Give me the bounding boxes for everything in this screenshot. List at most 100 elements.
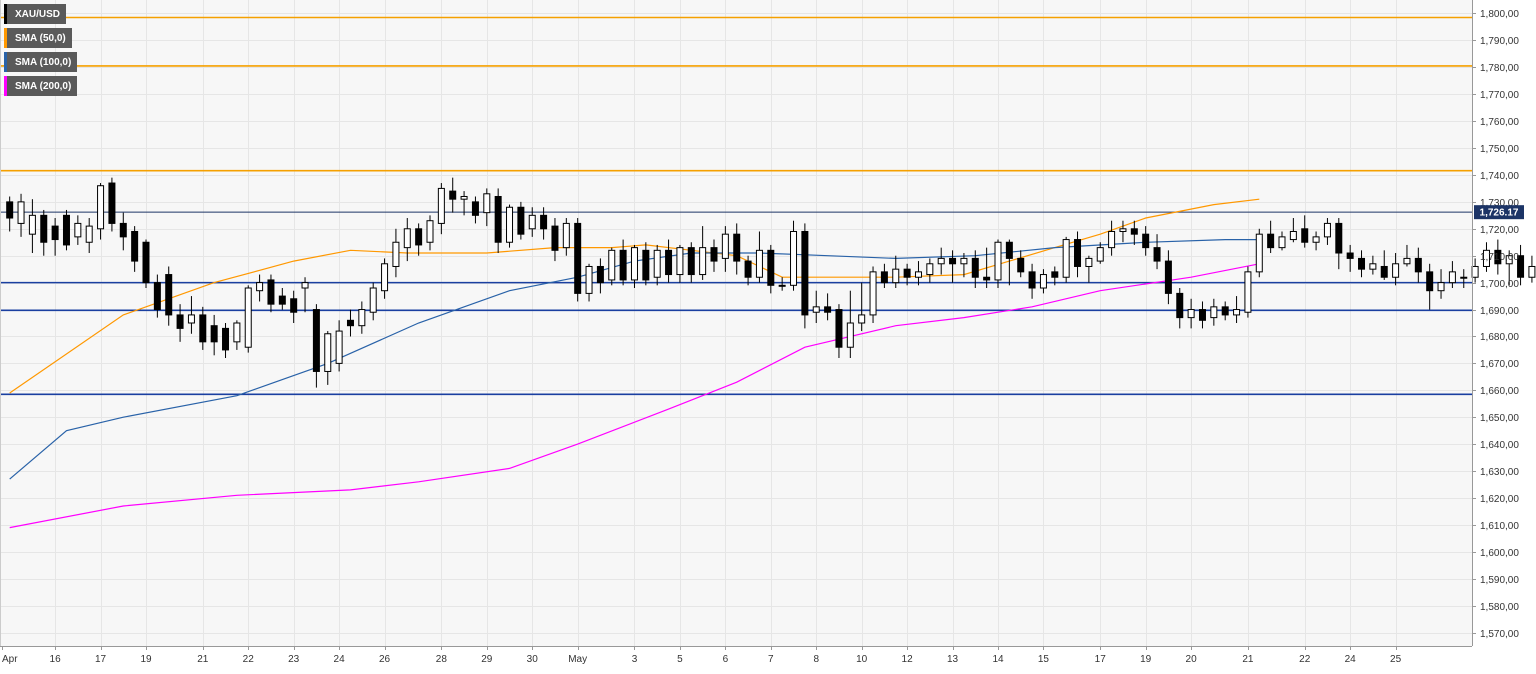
candle-body bbox=[1448, 271, 1456, 284]
candle-body bbox=[142, 241, 150, 284]
candle bbox=[1164, 250, 1172, 305]
candle bbox=[62, 209, 70, 251]
candle-body bbox=[1289, 230, 1297, 241]
x-tick-label: 12 bbox=[902, 654, 914, 665]
candle-body bbox=[187, 314, 195, 324]
candle bbox=[6, 196, 14, 232]
candle-body bbox=[290, 298, 298, 313]
candle bbox=[1130, 220, 1138, 245]
candle-body bbox=[994, 241, 1002, 281]
legend-swatch bbox=[4, 4, 7, 24]
candle bbox=[1255, 228, 1263, 278]
candle bbox=[778, 277, 786, 291]
candle-body bbox=[983, 276, 991, 281]
candle bbox=[1380, 250, 1388, 280]
candle-body bbox=[1198, 309, 1206, 321]
candle bbox=[222, 323, 230, 358]
y-tick-label: 1,770,00 bbox=[1480, 90, 1519, 101]
candle-body bbox=[392, 241, 400, 267]
candle-body bbox=[574, 222, 582, 294]
candle-body bbox=[1369, 263, 1377, 270]
candle bbox=[835, 304, 843, 358]
candle bbox=[721, 226, 729, 272]
candles bbox=[6, 177, 1536, 388]
candle bbox=[903, 263, 911, 286]
candle bbox=[983, 247, 991, 289]
x-tick-label: 19 bbox=[140, 654, 152, 665]
candle bbox=[1323, 218, 1331, 245]
candle bbox=[1528, 255, 1536, 283]
sma-line bbox=[9, 263, 1260, 529]
candle-body bbox=[256, 282, 264, 292]
candle bbox=[630, 244, 638, 289]
candle-body bbox=[74, 222, 82, 238]
legend-label: SMA (100,0) bbox=[15, 56, 72, 68]
candle-body bbox=[471, 201, 479, 216]
candle bbox=[960, 253, 968, 278]
candle-body bbox=[437, 187, 445, 224]
candle bbox=[914, 261, 922, 286]
candle-body bbox=[233, 322, 241, 343]
y-tick-label: 1,690,00 bbox=[1480, 306, 1519, 317]
candle bbox=[1335, 218, 1343, 270]
candle bbox=[540, 207, 548, 240]
candle bbox=[733, 223, 741, 275]
candle-body bbox=[1403, 257, 1411, 265]
candle bbox=[1062, 236, 1070, 283]
current-price-label: 1,726.17 bbox=[1480, 208, 1519, 219]
y-tick-label: 1,640,00 bbox=[1480, 440, 1519, 451]
candle bbox=[506, 204, 514, 248]
candle-body bbox=[1267, 233, 1275, 249]
candle-body bbox=[619, 249, 627, 281]
candle bbox=[892, 255, 900, 289]
candle bbox=[608, 247, 616, 286]
candle bbox=[824, 293, 832, 321]
candle-body bbox=[528, 214, 536, 230]
candle bbox=[562, 218, 570, 256]
y-tick-label: 1,590,00 bbox=[1480, 575, 1519, 586]
candle bbox=[585, 263, 593, 302]
x-tick-label: 24 bbox=[334, 654, 346, 665]
candle-body bbox=[301, 282, 309, 289]
candle bbox=[267, 274, 275, 313]
candle bbox=[244, 285, 252, 353]
x-tick-label: 13 bbox=[947, 654, 959, 665]
candle bbox=[28, 199, 36, 254]
candle bbox=[858, 282, 866, 332]
legend: XAU/USD SMA (50,0) SMA (100,0) SMA (200,0) bbox=[4, 4, 78, 100]
current-price-badge bbox=[1474, 205, 1524, 220]
candle bbox=[949, 250, 957, 283]
candle-body bbox=[199, 314, 207, 343]
candle-body bbox=[312, 309, 320, 372]
candle-body bbox=[1074, 239, 1082, 267]
candle-body bbox=[131, 230, 139, 262]
candle-body bbox=[40, 214, 48, 243]
candle bbox=[1074, 231, 1082, 278]
candle-body bbox=[176, 314, 184, 329]
candle bbox=[278, 288, 286, 310]
candle-body bbox=[1528, 265, 1536, 278]
y-tick-label: 1,790,00 bbox=[1480, 36, 1519, 47]
candle-body bbox=[1346, 252, 1354, 259]
y-tick-label: 1,570,00 bbox=[1480, 629, 1519, 640]
candle bbox=[85, 218, 93, 254]
candle-body bbox=[1426, 271, 1434, 292]
candle-body bbox=[914, 271, 922, 278]
candle bbox=[1346, 244, 1354, 272]
sma-line bbox=[9, 239, 1260, 480]
candle-body bbox=[1358, 257, 1366, 270]
x-tick-label: 3 bbox=[632, 654, 638, 665]
candle bbox=[880, 263, 888, 289]
candle-body bbox=[665, 249, 673, 276]
candle bbox=[142, 239, 150, 289]
candle-body bbox=[562, 222, 570, 249]
candle-body bbox=[1460, 276, 1468, 279]
candle-body bbox=[812, 306, 820, 313]
candle-body bbox=[119, 222, 127, 238]
candle-body bbox=[1062, 239, 1070, 278]
candle-body bbox=[790, 230, 798, 286]
candle-body bbox=[1164, 260, 1172, 294]
candle-body bbox=[1482, 249, 1490, 267]
candle-body bbox=[97, 185, 105, 230]
